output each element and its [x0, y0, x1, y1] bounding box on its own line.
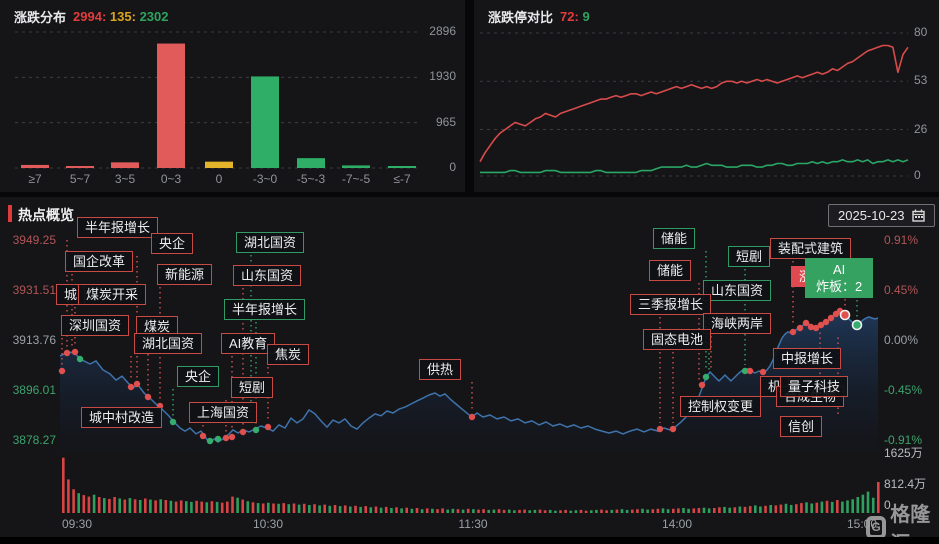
limit-ytick: 26: [914, 121, 928, 136]
price-axis-label: 3896.01: [12, 383, 56, 397]
dist-category: -5~-3: [296, 172, 326, 186]
hotspot-tag[interactable]: 新能源: [157, 264, 213, 285]
hotspot-tag[interactable]: 短剧: [728, 246, 771, 267]
dist-category: 3~5: [114, 172, 136, 186]
hotspot-tag[interactable]: 供热: [419, 359, 462, 380]
hotspot-tag[interactable]: AI 炸板：2: [805, 258, 874, 298]
title-accent-bar: [8, 205, 12, 222]
distribution-title: 涨跌分布: [14, 10, 67, 25]
limit-up-count: 72: [560, 9, 575, 24]
dist-ytick: 965: [435, 114, 456, 129]
dist-ytick: 0: [449, 160, 456, 174]
flat-count: 135: [109, 9, 132, 24]
limit-down-count: 9: [582, 9, 590, 24]
watermark-logo-icon: G: [866, 515, 887, 539]
hotspot-tag[interactable]: 煤炭开采: [78, 284, 147, 305]
dist-category: ≥7: [28, 172, 42, 186]
distribution-header: 涨跌分布 2994: 135: 2302: [14, 7, 169, 26]
hotspot-tag[interactable]: 量子科技: [780, 376, 849, 397]
hotspot-tag[interactable]: 央企: [151, 233, 194, 254]
limit-compare-title: 涨跌停对比: [488, 10, 554, 25]
dist-category: 5~7: [69, 172, 91, 186]
hotspot-tag[interactable]: 半年报增长: [224, 299, 306, 320]
down-count: 2302: [139, 9, 169, 24]
price-axis-label: 3878.27: [12, 433, 56, 447]
price-axis-label: 3931.51: [12, 283, 56, 297]
hotspot-tag[interactable]: 湖北国资: [236, 232, 305, 253]
time-axis-label: 14:00: [661, 517, 693, 531]
separator: :: [574, 9, 579, 24]
dist-ytick: 1930: [429, 69, 456, 84]
separator: :: [101, 9, 107, 24]
limit-compare-header: 涨跌停对比 72: 9: [488, 7, 590, 26]
limit-ytick: 80: [914, 25, 928, 39]
limit-ytick: 0: [914, 168, 921, 182]
hotspot-tag[interactable]: 上海国资: [189, 402, 258, 423]
hotspot-tag[interactable]: 海峡两岸: [703, 313, 772, 334]
hotspot-tag[interactable]: 短剧: [231, 377, 274, 398]
time-axis-label: 11:30: [458, 517, 488, 531]
hotspot-tag[interactable]: 固态电池: [643, 329, 712, 350]
hotspot-tag[interactable]: 山东国资: [233, 265, 302, 286]
hotspot-tag[interactable]: 储能: [649, 260, 692, 281]
hotspot-tag[interactable]: 城中村改造: [81, 407, 163, 428]
dist-category: 0~3: [160, 172, 182, 186]
pct-axis-label: -0.91%: [884, 433, 923, 447]
hotspot-tag[interactable]: 湖北国资: [134, 333, 203, 354]
limit-ytick: 53: [914, 73, 928, 88]
bottom-border: [0, 537, 939, 544]
pct-axis-label: 0.91%: [884, 233, 919, 247]
hotspot-tag[interactable]: 焦炭: [267, 344, 310, 365]
dist-category: -7~-5: [341, 172, 371, 186]
calendar-icon: [911, 209, 925, 222]
hotspot-tag[interactable]: 中报增长: [773, 348, 842, 369]
hotspot-tag[interactable]: 国企改革: [65, 251, 134, 272]
hotspot-tag[interactable]: 半年报增长: [77, 217, 159, 238]
pct-axis-label: -0.45%: [884, 383, 923, 397]
dist-category: ≤-7: [393, 172, 411, 186]
hotspot-tag[interactable]: 装配式建筑: [770, 238, 852, 259]
pct-axis-label: 0.45%: [884, 283, 919, 297]
hotspot-tag[interactable]: 控制权变更: [680, 396, 762, 417]
time-axis-label: 09:30: [61, 517, 93, 531]
hotspot-tag[interactable]: AI教育: [221, 333, 276, 354]
date-value: 2025-10-23: [838, 208, 905, 223]
hotspot-tag[interactable]: 三季报增长: [630, 294, 712, 315]
hotspot-tag[interactable]: 深圳国资: [61, 315, 130, 336]
price-axis-label: 3949.25: [12, 233, 56, 247]
date-picker[interactable]: 2025-10-23: [828, 204, 935, 227]
hotspot-tag[interactable]: 储能: [653, 228, 696, 249]
dist-ytick: 2896: [429, 24, 456, 38]
hotspot-tag[interactable]: 信创: [780, 416, 823, 437]
hotspot-tag[interactable]: 央企: [177, 366, 220, 387]
price-axis-label: 3913.76: [12, 333, 56, 347]
volume-axis-label: 812.4万: [884, 477, 927, 491]
up-count: 2994: [73, 9, 102, 24]
hotspot-tag[interactable]: 煤炭: [136, 316, 179, 337]
pct-axis-label: 0.00%: [884, 333, 919, 347]
time-axis-label: 10:30: [252, 517, 284, 531]
volume-axis-label: 0: [884, 498, 891, 512]
dist-category: 0: [215, 172, 223, 186]
separator: :: [131, 9, 136, 24]
volume-axis-label: 1625万: [884, 446, 923, 460]
panel-limit-compare: 涨跌停对比 72: 9: [474, 0, 939, 192]
dist-category: -3~0: [252, 172, 278, 186]
hotspot-title: 热点概览: [18, 207, 74, 223]
hotspot-tag[interactable]: 山东国资: [703, 280, 772, 301]
